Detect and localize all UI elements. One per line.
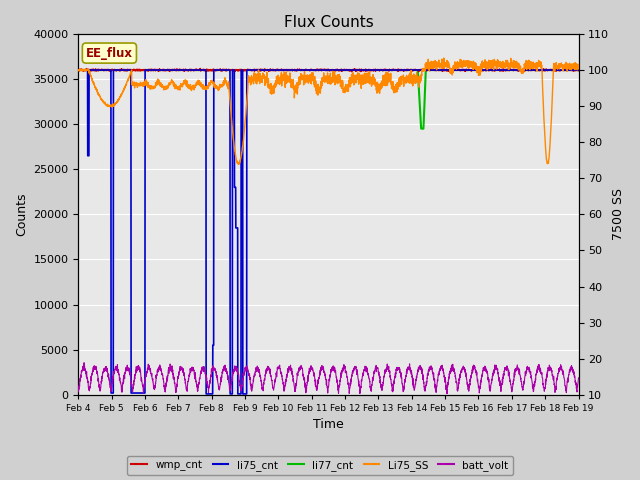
Y-axis label: 7500 SS: 7500 SS (612, 188, 625, 240)
Title: Flux Counts: Flux Counts (284, 15, 373, 30)
Text: EE_flux: EE_flux (86, 47, 133, 60)
Legend: wmp_cnt, li75_cnt, li77_cnt, Li75_SS, batt_volt: wmp_cnt, li75_cnt, li77_cnt, Li75_SS, ba… (127, 456, 513, 475)
Y-axis label: Counts: Counts (15, 192, 28, 236)
X-axis label: Time: Time (313, 419, 344, 432)
